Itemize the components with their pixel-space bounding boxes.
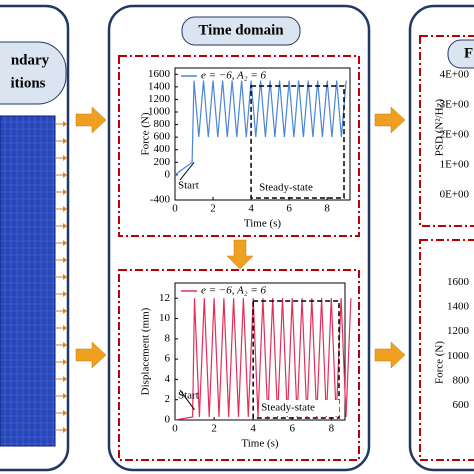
chart-box <box>118 55 360 237</box>
y-tick-label: 12 <box>159 292 170 304</box>
y-tick-label: 200 <box>154 156 171 168</box>
load-arrow-head <box>63 427 67 433</box>
y-tick-label: 1400 <box>148 80 171 92</box>
y-tick-label: 1400 <box>447 301 470 313</box>
load-arrow-head <box>63 274 67 280</box>
load-arrow-head <box>63 393 67 399</box>
legend-label: e = −6, A₂ = 6 <box>201 285 266 297</box>
right-title-pill <box>447 39 474 69</box>
y-tick-label: 2 <box>165 393 171 405</box>
y-tick-label: 1600 <box>447 276 470 288</box>
legend-label: e = −6, A₂ = 6 <box>201 70 266 82</box>
y-tick-label: 3E+00 <box>440 99 470 111</box>
right-title: F <box>464 45 473 61</box>
annotation-bg <box>259 400 340 416</box>
x-tick-label: 6 <box>289 423 295 435</box>
y-tick-label: 600 <box>154 131 171 143</box>
annotation: Steady-state <box>259 182 313 194</box>
steady-region <box>250 85 345 199</box>
right-panel <box>408 4 474 472</box>
y-tick-label: 1000 <box>148 106 171 118</box>
middle-title-pill <box>181 16 301 46</box>
series-line <box>174 298 352 421</box>
y-tick-label: 0 <box>165 168 171 180</box>
y-tick-label: 0 <box>165 414 171 426</box>
load-arrow-head <box>63 410 67 416</box>
chart-box <box>419 239 474 461</box>
x-tick-label: 0 <box>172 203 178 215</box>
middle-title: Time domain <box>198 22 284 38</box>
y-tick-label: 10 <box>159 312 171 324</box>
x-axis-label: Time (s) <box>244 218 282 230</box>
arrow-right <box>374 106 406 134</box>
start-arrow <box>179 389 195 411</box>
y-axis-label: Force (N) <box>434 341 446 384</box>
x-tick-label: 6 <box>286 203 292 215</box>
arrow-right <box>75 106 107 134</box>
chart-box <box>118 269 360 461</box>
load-arrow-head <box>63 189 67 195</box>
y-tick-label: 1600 <box>148 68 171 80</box>
annotation: Steady-state <box>261 402 315 414</box>
y-tick-label: 8 <box>165 332 171 344</box>
load-arrow-head <box>63 121 67 127</box>
y-tick-label: 4 <box>165 373 171 385</box>
arrow-down <box>226 239 254 270</box>
load-arrow-head <box>63 138 67 144</box>
y-tick-label: 4E+00 <box>440 69 470 81</box>
left-title-line: ndary <box>11 52 50 68</box>
y-tick-label: 2E+00 <box>440 129 470 141</box>
y-tick-label: 400 <box>154 143 171 155</box>
plot-frame <box>174 67 351 201</box>
load-arrow-head <box>63 257 67 263</box>
x-tick-label: 8 <box>324 203 330 215</box>
y-tick-label: 1200 <box>148 93 171 105</box>
load-arrow-head <box>63 223 67 229</box>
arrow-right <box>75 341 107 369</box>
arrow-right <box>374 341 406 369</box>
y-axis-label: Displacement (mm) <box>140 307 152 395</box>
load-arrow-head <box>63 325 67 331</box>
left-title-line: itions <box>10 75 45 91</box>
left-title-pill <box>0 41 67 105</box>
load-arrow-head <box>63 240 67 246</box>
x-tick-label: 0 <box>172 423 178 435</box>
y-axis-label: PSD (N²/Hz) <box>434 98 446 156</box>
load-arrow-head <box>63 155 67 161</box>
load-arrow-head <box>63 376 67 382</box>
steady-region <box>252 300 340 419</box>
load-arrow-head <box>63 342 67 348</box>
y-tick-label: 1E+00 <box>440 159 470 171</box>
load-arrow-head <box>63 308 67 314</box>
mesh-grid <box>0 116 67 446</box>
plot-frame <box>174 282 346 421</box>
y-tick-label: 800 <box>154 118 171 130</box>
load-arrow-head <box>63 172 67 178</box>
load-arrow-head <box>63 206 67 212</box>
y-tick-label: 800 <box>453 375 470 387</box>
load-arrow-head <box>63 359 67 365</box>
x-tick-label: 4 <box>250 423 256 435</box>
y-tick-label: 1000 <box>447 350 470 362</box>
annotation: Start <box>178 390 199 402</box>
annotation: Start <box>178 180 199 192</box>
y-tick-label: 0E+00 <box>440 189 470 201</box>
x-tick-label: 4 <box>248 203 254 215</box>
y-tick-label: -400 <box>150 194 171 206</box>
load-arrow-head <box>63 291 67 297</box>
y-tick-label: 1200 <box>447 325 470 337</box>
x-axis-label: Time (s) <box>241 438 279 450</box>
y-tick-label: 600 <box>453 399 470 411</box>
start-arrow <box>179 161 195 181</box>
annotation-bg <box>257 180 338 196</box>
y-tick-label: 6 <box>165 353 171 365</box>
x-tick-label: 2 <box>211 423 217 435</box>
x-tick-label: 8 <box>329 423 335 435</box>
x-tick-label: 2 <box>210 203 216 215</box>
chart-box <box>419 35 474 227</box>
series-line <box>174 80 347 176</box>
y-axis-label: Force (N) <box>140 112 152 155</box>
